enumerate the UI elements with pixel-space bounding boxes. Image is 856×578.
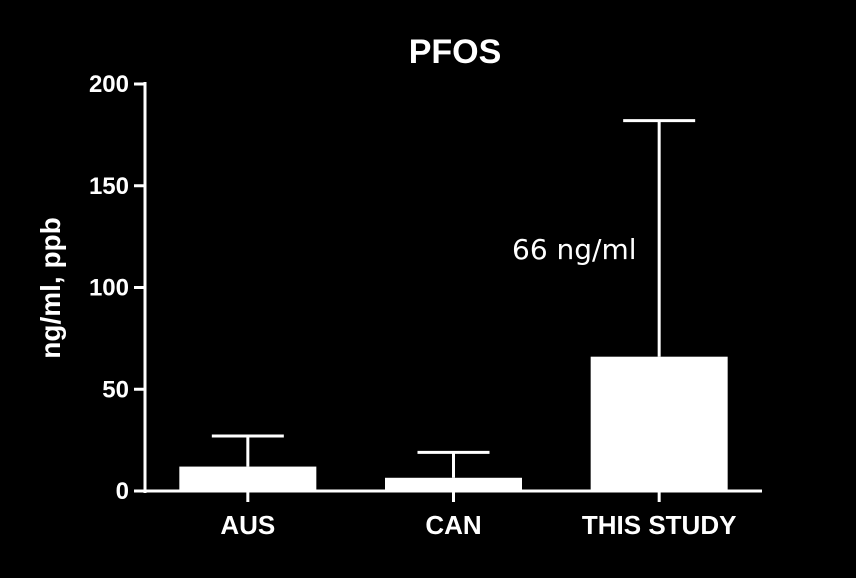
bar	[590, 356, 728, 491]
bar	[179, 466, 317, 491]
y-tick-label: 200	[89, 71, 129, 98]
value-annotation: 66 ng/ml	[512, 233, 637, 266]
bar	[385, 477, 522, 491]
y-axis-label: ng/ml, ppb	[35, 217, 66, 359]
error-bars	[211, 119, 696, 478]
chart-title: PFOS	[409, 33, 502, 71]
y-tick-label: 0	[116, 478, 129, 505]
x-tick-label: CAN	[425, 510, 481, 540]
y-axis: 0 50 100 150 200	[89, 71, 147, 505]
y-tick-label: 100	[89, 275, 129, 302]
bar-series	[179, 356, 728, 491]
x-tick-label: THIS STUDY	[582, 510, 737, 540]
y-tick-label: 150	[89, 173, 129, 200]
y-tick-label: 50	[102, 376, 129, 403]
x-tick-label: AUS	[220, 510, 275, 540]
x-axis: AUS CAN THIS STUDY	[145, 489, 762, 540]
